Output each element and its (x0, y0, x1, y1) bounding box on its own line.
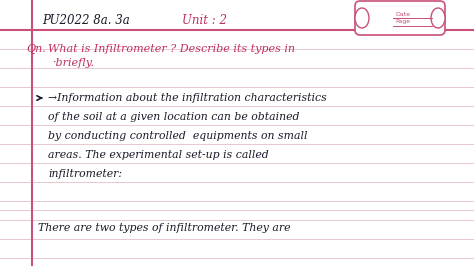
Text: of the soil at a given location can be obtained: of the soil at a given location can be o… (48, 112, 300, 122)
Text: PU2022 8a. 3a: PU2022 8a. 3a (42, 14, 130, 27)
Text: areas. The experimental set-up is called: areas. The experimental set-up is called (48, 150, 269, 160)
Text: by conducting controlled  equipments on small: by conducting controlled equipments on s… (48, 131, 308, 141)
Text: infiltrometer:: infiltrometer: (48, 169, 122, 179)
Text: Date: Date (395, 11, 410, 16)
Text: →Information about the infiltration characteristics: →Information about the infiltration char… (48, 93, 327, 103)
FancyBboxPatch shape (355, 1, 445, 35)
Text: Qn.: Qn. (26, 44, 46, 54)
Ellipse shape (431, 8, 445, 28)
Ellipse shape (355, 8, 369, 28)
Text: Unit : 2: Unit : 2 (182, 14, 227, 27)
Text: Page: Page (395, 19, 410, 24)
Text: ·briefly.: ·briefly. (52, 58, 94, 68)
Text: What is Infiltrometer ? Describe its types in: What is Infiltrometer ? Describe its typ… (48, 44, 295, 54)
Text: There are two types of infiltrometer. They are: There are two types of infiltrometer. Th… (38, 223, 291, 233)
